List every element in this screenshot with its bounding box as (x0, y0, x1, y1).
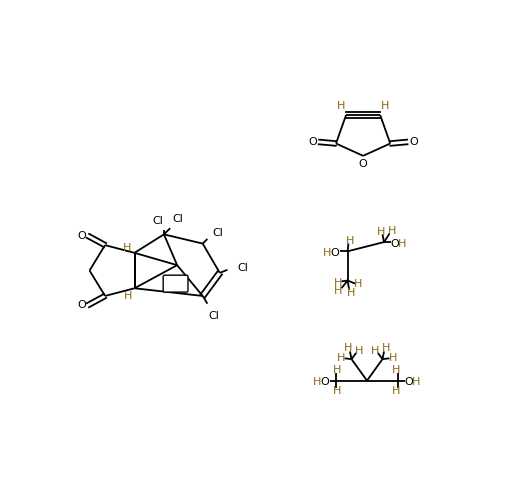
Text: H: H (334, 387, 342, 396)
Text: O: O (391, 239, 399, 248)
Text: Cl: Cl (238, 263, 249, 273)
Text: H: H (123, 243, 131, 253)
Text: H: H (337, 353, 345, 363)
Text: H: H (398, 239, 406, 248)
Text: O: O (77, 231, 86, 241)
Text: H: H (377, 227, 385, 237)
Text: O: O (330, 248, 339, 258)
Text: H: H (370, 346, 379, 356)
Text: H: H (334, 286, 342, 296)
Text: H: H (124, 291, 133, 301)
Text: H: H (313, 377, 322, 387)
Text: H: H (346, 236, 354, 246)
Text: H: H (334, 365, 342, 375)
Text: Cl: Cl (172, 214, 183, 224)
Text: Cl: Cl (213, 228, 224, 238)
Text: O: O (409, 137, 418, 147)
Text: H: H (389, 353, 397, 363)
Text: H: H (334, 278, 342, 288)
Text: H: H (381, 101, 389, 111)
Text: H: H (392, 365, 400, 375)
Text: O: O (308, 137, 317, 147)
Text: O: O (359, 159, 367, 169)
Text: H: H (337, 101, 346, 111)
Text: H: H (355, 346, 364, 356)
Text: H: H (412, 377, 420, 387)
FancyBboxPatch shape (163, 275, 188, 292)
Text: Cl: Cl (208, 311, 219, 321)
Text: H: H (387, 226, 396, 236)
Text: O: O (320, 377, 329, 387)
Text: O: O (77, 300, 86, 310)
Text: H: H (347, 288, 355, 298)
Text: O: O (405, 377, 413, 387)
Text: Cl: Cl (152, 216, 163, 225)
Text: H: H (323, 248, 332, 258)
Text: H: H (392, 387, 400, 396)
Text: H: H (344, 343, 353, 353)
Text: H: H (381, 343, 390, 353)
Text: H: H (354, 279, 363, 290)
Text: Ads: Ads (167, 279, 184, 289)
